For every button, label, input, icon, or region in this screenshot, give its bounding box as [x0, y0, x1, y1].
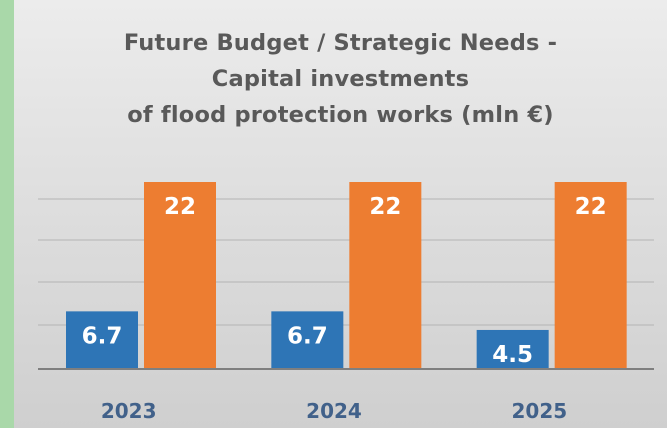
data-label-2024-series-1: 6.7 — [287, 323, 328, 349]
bar-2025-series-2 — [554, 182, 627, 368]
chart-title-line-1: Future Budget / Strategic Needs - — [123, 30, 558, 56]
bar-2024-series-2 — [349, 182, 422, 368]
data-label-2023-series-2: 22 — [164, 194, 196, 220]
chart-title-line-2: Capital investments — [211, 66, 470, 92]
chart-frame: Future Budget / Strategic Needs - Capita… — [14, 0, 667, 428]
bar-2023-series-2 — [144, 182, 216, 368]
bar-2024-series-1 — [271, 311, 344, 368]
chart-title-line-3: of flood protection works (mln €) — [127, 102, 554, 128]
bar-2023-series-1 — [66, 311, 138, 368]
bar-chart: 6.7 22 2023 6.7 22 2024 4.5 22 2025 — [38, 182, 654, 423]
x-tick-label-2023: 2023 — [101, 399, 157, 423]
data-label-2025-series-2: 22 — [575, 194, 607, 220]
data-label-2023-series-1: 6.7 — [82, 323, 123, 349]
data-label-2025-series-1: 4.5 — [492, 342, 533, 368]
bar-2025-series-1 — [476, 329, 549, 368]
x-tick-label-2025: 2025 — [511, 399, 567, 423]
x-tick-label-2024: 2024 — [306, 399, 362, 423]
data-label-2024-series-2: 22 — [369, 194, 401, 220]
